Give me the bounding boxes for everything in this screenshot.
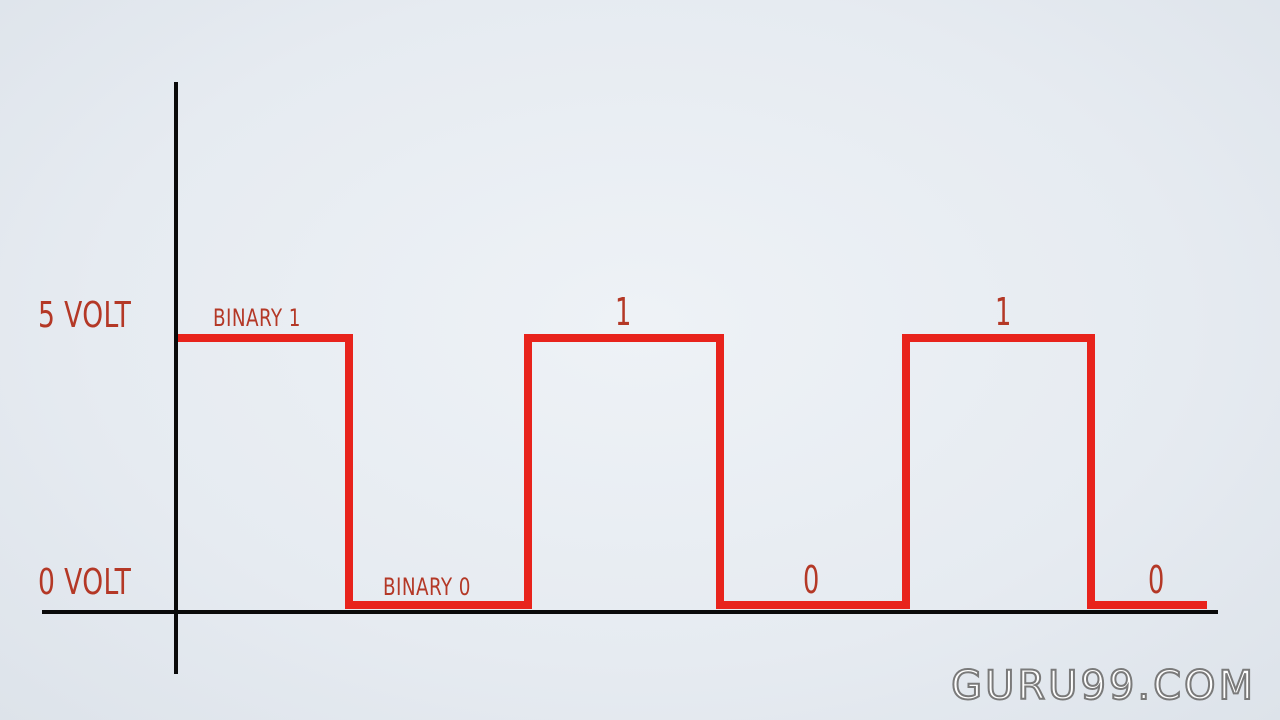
bit-label-0-second: 0: [1148, 558, 1165, 602]
bit-label-binary-1: BINARY 1: [213, 304, 301, 332]
square-wave-signal: [178, 334, 1207, 609]
low-level-label: 0 VOLT: [38, 562, 132, 603]
guru99-watermark: GURU99.COM: [950, 663, 1256, 709]
bit-label-1-first: 1: [615, 290, 632, 334]
high-level-label: 5 VOLT: [38, 295, 132, 336]
bit-label-0-first: 0: [803, 558, 820, 602]
bit-label-1-second: 1: [995, 290, 1012, 334]
bit-label-binary-0: BINARY 0: [383, 573, 471, 601]
